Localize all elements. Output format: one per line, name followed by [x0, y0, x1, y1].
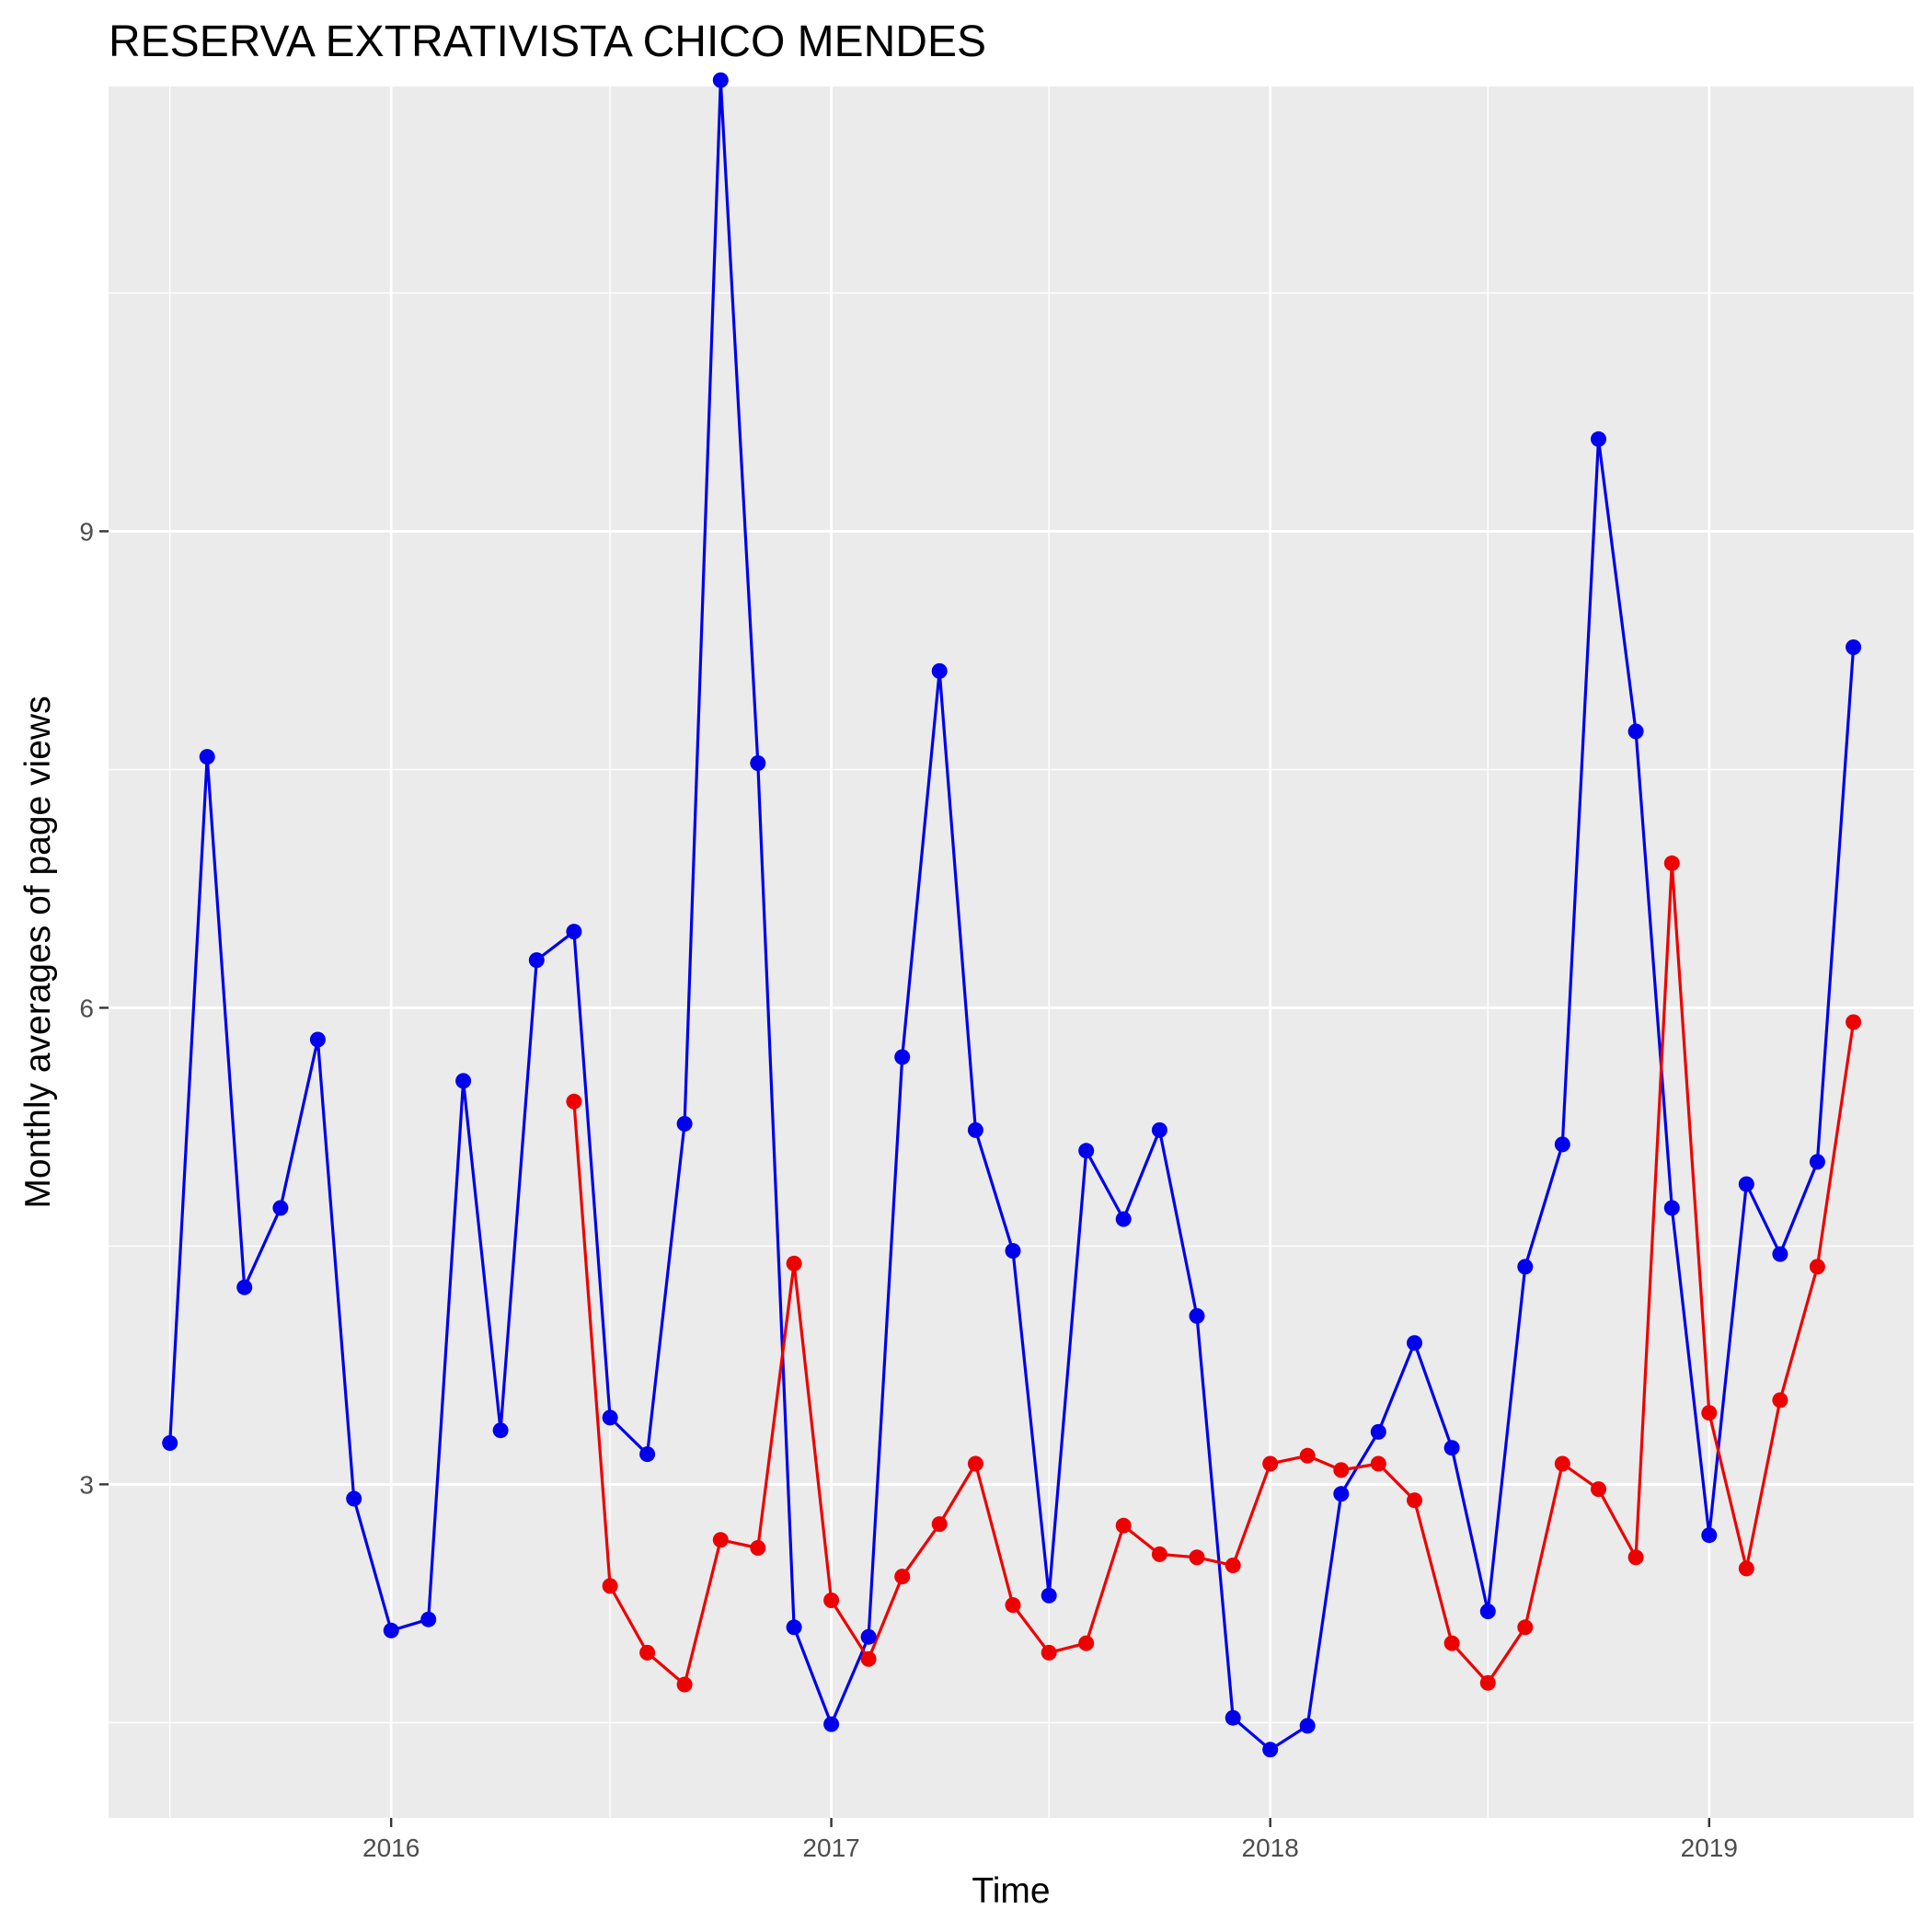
data-point-series-2 [894, 1569, 911, 1585]
x-tick-label: 2019 [1681, 1834, 1738, 1862]
data-point-series-1 [1225, 1709, 1241, 1726]
data-point-series-2 [1627, 1549, 1644, 1566]
data-point-series-1 [199, 749, 215, 765]
data-point-series-1 [346, 1490, 362, 1507]
y-axis-title: Monthly averages of page views [18, 696, 58, 1208]
x-axis-title: Time [972, 1871, 1050, 1911]
data-point-series-1 [309, 1031, 326, 1048]
data-point-series-1 [566, 924, 582, 940]
data-point-series-1 [1299, 1718, 1316, 1734]
data-point-series-1 [931, 662, 948, 679]
x-tick-label: 2018 [1242, 1834, 1299, 1862]
data-point-series-1 [1554, 1136, 1570, 1153]
data-point-series-2 [750, 1540, 766, 1556]
data-point-series-1 [1370, 1423, 1386, 1440]
data-point-series-1 [1151, 1121, 1167, 1138]
x-tick-label: 2016 [362, 1834, 420, 1862]
data-point-series-2 [1262, 1455, 1279, 1472]
data-point-series-1 [1846, 639, 1862, 655]
data-point-series-2 [1738, 1560, 1754, 1577]
data-point-series-2 [1299, 1447, 1316, 1464]
data-point-series-2 [639, 1644, 656, 1661]
data-point-series-2 [1151, 1546, 1167, 1562]
data-point-series-2 [1078, 1635, 1095, 1651]
data-point-series-1 [750, 755, 766, 771]
data-point-series-1 [1115, 1211, 1132, 1227]
data-point-series-1 [1663, 1200, 1680, 1216]
data-point-series-1 [1407, 1335, 1422, 1351]
data-point-series-2 [1407, 1492, 1422, 1509]
data-point-series-1 [676, 1116, 693, 1132]
data-point-series-2 [1333, 1462, 1350, 1478]
data-point-series-2 [860, 1650, 877, 1667]
x-tick-label: 2017 [802, 1834, 859, 1862]
data-point-series-1 [1005, 1243, 1021, 1259]
data-point-series-1 [420, 1611, 437, 1627]
series-layer [162, 72, 1862, 1758]
data-point-series-1 [528, 952, 545, 969]
data-point-series-1 [162, 1435, 178, 1451]
data-point-series-1 [1591, 431, 1606, 447]
data-point-series-1 [860, 1628, 877, 1645]
data-point-series-2 [1443, 1635, 1460, 1651]
data-point-series-1 [1078, 1143, 1095, 1159]
data-point-series-1 [1627, 723, 1644, 740]
data-point-series-2 [1517, 1619, 1534, 1636]
y-tick-label: 3 [79, 1470, 94, 1499]
data-point-series-2 [823, 1593, 840, 1608]
data-point-series-2 [712, 1532, 729, 1548]
data-point-series-1 [967, 1121, 983, 1138]
data-point-series-2 [1115, 1517, 1132, 1534]
plot-panel [109, 86, 1914, 1818]
data-point-series-2 [1554, 1455, 1570, 1472]
data-point-series-1 [1738, 1176, 1754, 1192]
data-point-series-1 [894, 1049, 911, 1065]
data-point-series-2 [676, 1676, 693, 1693]
data-point-series-1 [602, 1409, 618, 1426]
data-point-series-1 [1189, 1307, 1205, 1324]
data-point-series-2 [1809, 1259, 1825, 1275]
data-point-series-2 [1663, 855, 1680, 871]
data-point-series-1 [236, 1279, 253, 1295]
data-point-series-1 [455, 1073, 472, 1089]
data-point-series-2 [1041, 1644, 1057, 1661]
data-point-series-1 [272, 1200, 289, 1216]
data-point-series-2 [1225, 1558, 1241, 1573]
data-point-series-1 [639, 1446, 656, 1463]
data-point-series-1 [1333, 1486, 1350, 1502]
data-point-series-1 [383, 1622, 399, 1639]
data-point-series-1 [786, 1619, 802, 1636]
data-point-series-1 [1443, 1440, 1460, 1456]
data-point-series-2 [1846, 1014, 1862, 1030]
data-point-series-1 [1809, 1154, 1825, 1170]
grid [109, 86, 1914, 1818]
data-point-series-2 [1772, 1392, 1788, 1409]
data-point-series-2 [1370, 1455, 1386, 1472]
data-point-series-1 [1701, 1527, 1718, 1544]
data-point-series-1 [1262, 1742, 1279, 1758]
data-point-series-2 [1701, 1405, 1718, 1421]
data-point-series-2 [566, 1093, 582, 1110]
data-point-series-1 [1479, 1604, 1496, 1619]
data-point-series-2 [931, 1516, 948, 1533]
chart-title: RESERVA EXTRATIVISTA CHICO MENDES [109, 17, 986, 66]
series-line-2 [572, 861, 1856, 1686]
axis-ticks: 3 6 9 2016 2017 2018 2019 [79, 517, 1738, 1862]
data-point-series-1 [823, 1716, 840, 1732]
data-point-series-1 [712, 72, 729, 88]
data-point-series-2 [1189, 1549, 1205, 1566]
data-point-series-2 [1479, 1674, 1496, 1691]
data-point-series-1 [492, 1422, 509, 1439]
data-point-series-2 [786, 1255, 802, 1271]
data-point-series-2 [1591, 1481, 1606, 1498]
data-point-series-1 [1041, 1587, 1057, 1604]
data-point-series-2 [602, 1578, 618, 1594]
y-tick-label: 9 [79, 517, 94, 546]
data-point-series-2 [967, 1455, 983, 1472]
data-point-series-2 [1005, 1597, 1021, 1614]
y-tick-label: 6 [79, 994, 94, 1022]
data-point-series-1 [1517, 1259, 1534, 1275]
data-point-series-1 [1772, 1246, 1788, 1262]
